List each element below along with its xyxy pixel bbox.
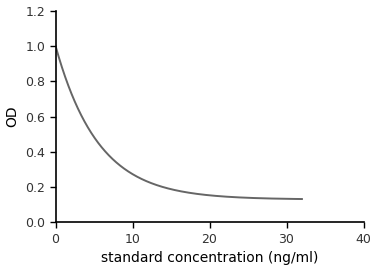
X-axis label: standard concentration (ng/ml): standard concentration (ng/ml) [101,251,318,265]
Y-axis label: OD: OD [6,106,20,127]
